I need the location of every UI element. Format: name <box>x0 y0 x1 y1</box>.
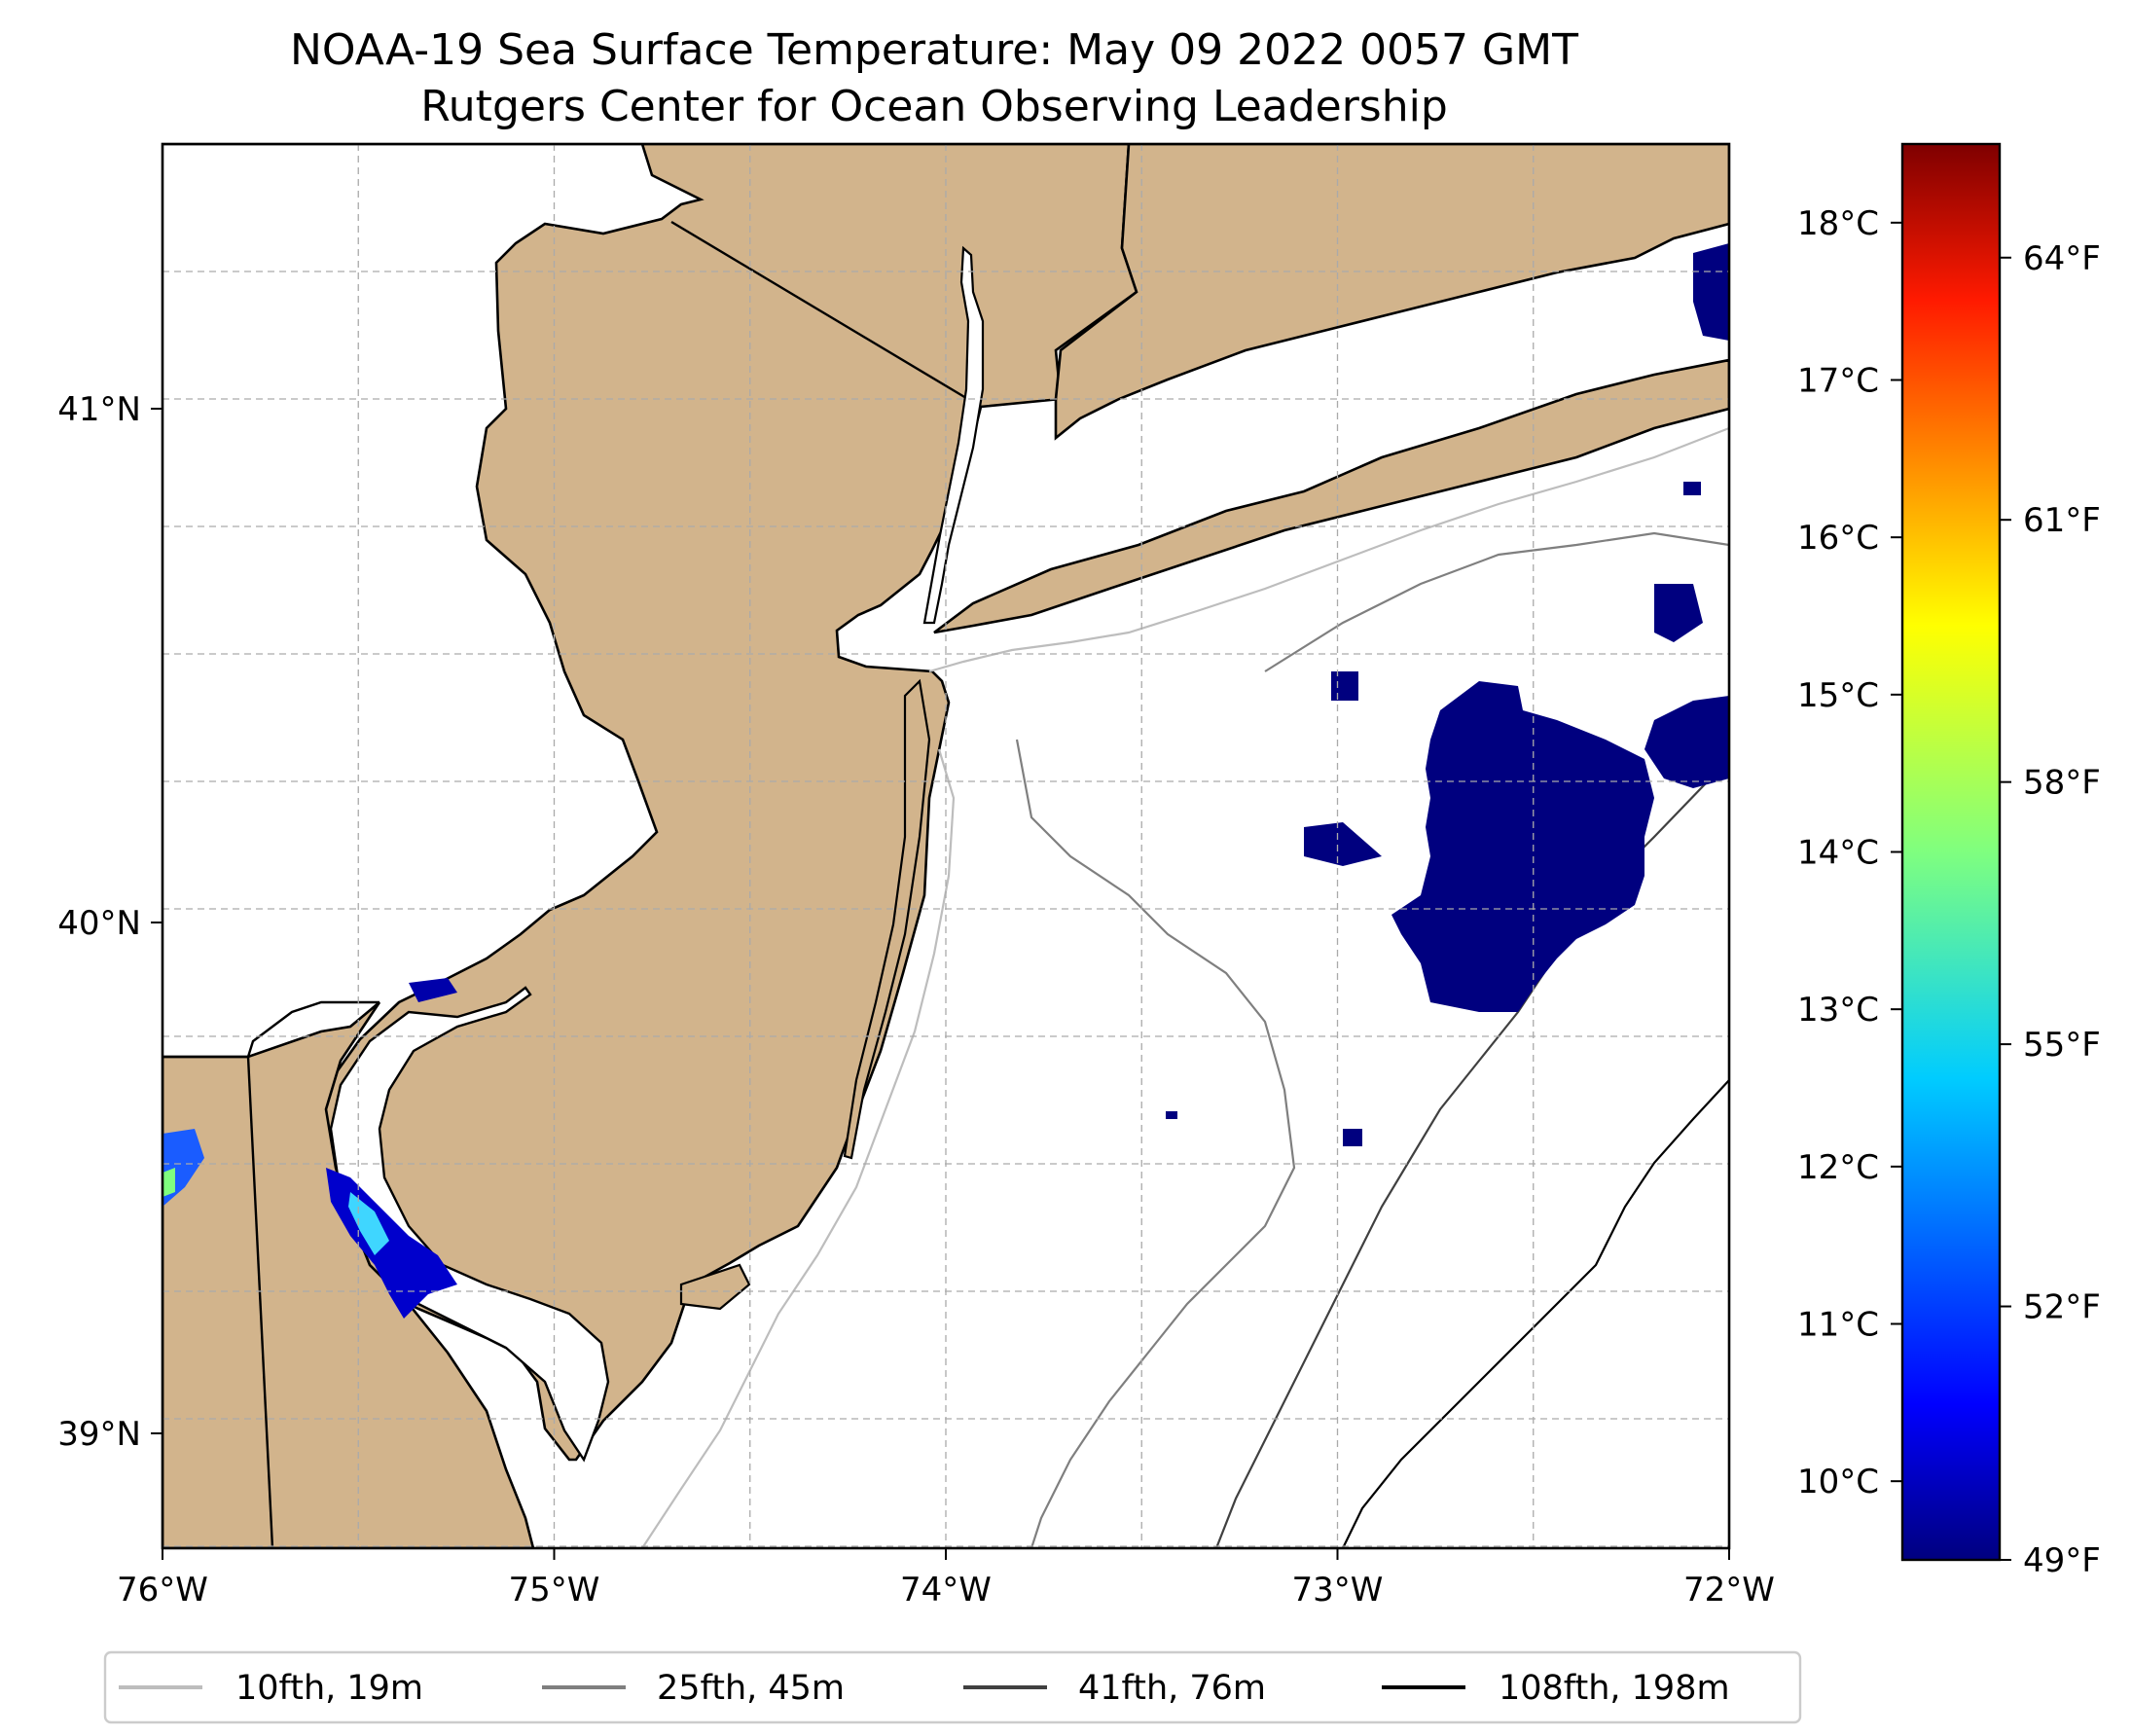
sst-patch-small-1 <box>1331 671 1358 701</box>
sst-patch-small-3 <box>1683 482 1701 495</box>
state-boundary-ny-nj <box>670 220 982 409</box>
celsius-tick-label: 17°C <box>1797 362 1879 401</box>
sst-patch-offshore <box>1391 681 1654 1012</box>
state-boundary-de-pa <box>163 1000 379 1059</box>
title-line-2: Rutgers Center for Ocean Observing Leade… <box>420 82 1448 131</box>
sst-chesapeake-warm <box>163 1168 175 1197</box>
isobath-25fth <box>1015 531 1729 1548</box>
celsius-tick-label: 10°C <box>1797 1463 1879 1501</box>
map-area: 76°W 75°W 74°W 73°W 72°W 41°N 40°N 39°N <box>57 142 1775 1609</box>
fahrenheit-tick-label: 58°F <box>2023 764 2101 803</box>
isobath-108fth <box>1342 1079 1729 1548</box>
legend-label-41fth: 41fth, 76m <box>1078 1669 1266 1708</box>
celsius-tick-label: 13°C <box>1797 991 1879 1030</box>
sst-patch-northeast <box>1654 584 1703 642</box>
x-tick-74w: 74°W <box>900 1571 992 1609</box>
legend-box <box>103 1650 1802 1724</box>
y-tick-40n: 40°N <box>57 904 141 943</box>
celsius-tick-label: 18°C <box>1797 204 1879 243</box>
celsius-tick-label: 16°C <box>1797 519 1879 558</box>
legend: 10fth, 19m 25fth, 45m 41fth, 76m 108fth,… <box>103 1650 1802 1724</box>
x-tick-76w: 76°W <box>117 1571 208 1609</box>
sst-patch-sound <box>1693 243 1729 341</box>
x-tick-75w: 75°W <box>509 1571 600 1609</box>
colorbar-gradient <box>1900 142 2002 1562</box>
land-barrier-islands <box>843 678 931 1160</box>
sst-patch-west-1 <box>1304 822 1382 866</box>
sst-patch-east <box>1644 696 1729 788</box>
y-tick-39n: 39°N <box>57 1415 141 1454</box>
land-cape-may <box>679 1263 751 1311</box>
celsius-tick-label: 11°C <box>1797 1306 1879 1345</box>
y-axis <box>151 408 163 1434</box>
sst-patch-small-2 <box>1343 1129 1362 1146</box>
fahrenheit-tick-label: 52°F <box>2023 1288 2101 1327</box>
sst-patch-small-4 <box>1166 1111 1177 1119</box>
title-line-1: NOAA-19 Sea Surface Temperature: May 09 … <box>290 25 1578 75</box>
celsius-tick-label: 15°C <box>1797 676 1879 715</box>
sst-delaware-river <box>409 978 457 1002</box>
fahrenheit-tick-label: 64°F <box>2023 239 2101 278</box>
y-tick-41n: 41°N <box>57 390 141 429</box>
fahrenheit-ticks: 64°F 61°F 58°F 55°F 52°F 49°F <box>2000 239 2101 1580</box>
legend-label-108fth: 108fth, 198m <box>1499 1669 1730 1708</box>
celsius-tick-label: 12°C <box>1797 1148 1879 1187</box>
delaware-bay <box>329 986 610 1463</box>
sst-patches <box>1166 243 1729 1146</box>
colorbar: 18°C 17°C 16°C 15°C 14°C 13°C 12°C 11°C 10°C 64°… <box>1797 142 2101 1580</box>
land-new-england <box>1054 144 1729 441</box>
state-boundary-md-de <box>246 1056 274 1548</box>
x-tick-73w: 73°W <box>1292 1571 1384 1609</box>
fahrenheit-tick-label: 49°F <box>2023 1541 2101 1580</box>
fahrenheit-tick-label: 61°F <box>2023 501 2101 540</box>
celsius-tick-label: 14°C <box>1797 834 1879 873</box>
isobath-10fth <box>641 426 1729 1548</box>
sst-patches-delaware <box>163 978 457 1319</box>
fahrenheit-tick-label: 55°F <box>2023 1026 2101 1065</box>
x-tick-72w: 72°W <box>1683 1571 1775 1609</box>
legend-label-10fth: 10fth, 19m <box>235 1669 423 1708</box>
x-axis <box>162 1548 1730 1560</box>
celsius-ticks: 18°C 17°C 16°C 15°C 14°C 13°C 12°C 11°C 10°C <box>1797 204 1902 1501</box>
hudson-river <box>922 245 985 625</box>
gridlines <box>163 144 1729 1548</box>
land-long-island <box>933 358 1729 634</box>
legend-label-25fth: 25fth, 45m <box>657 1669 845 1708</box>
